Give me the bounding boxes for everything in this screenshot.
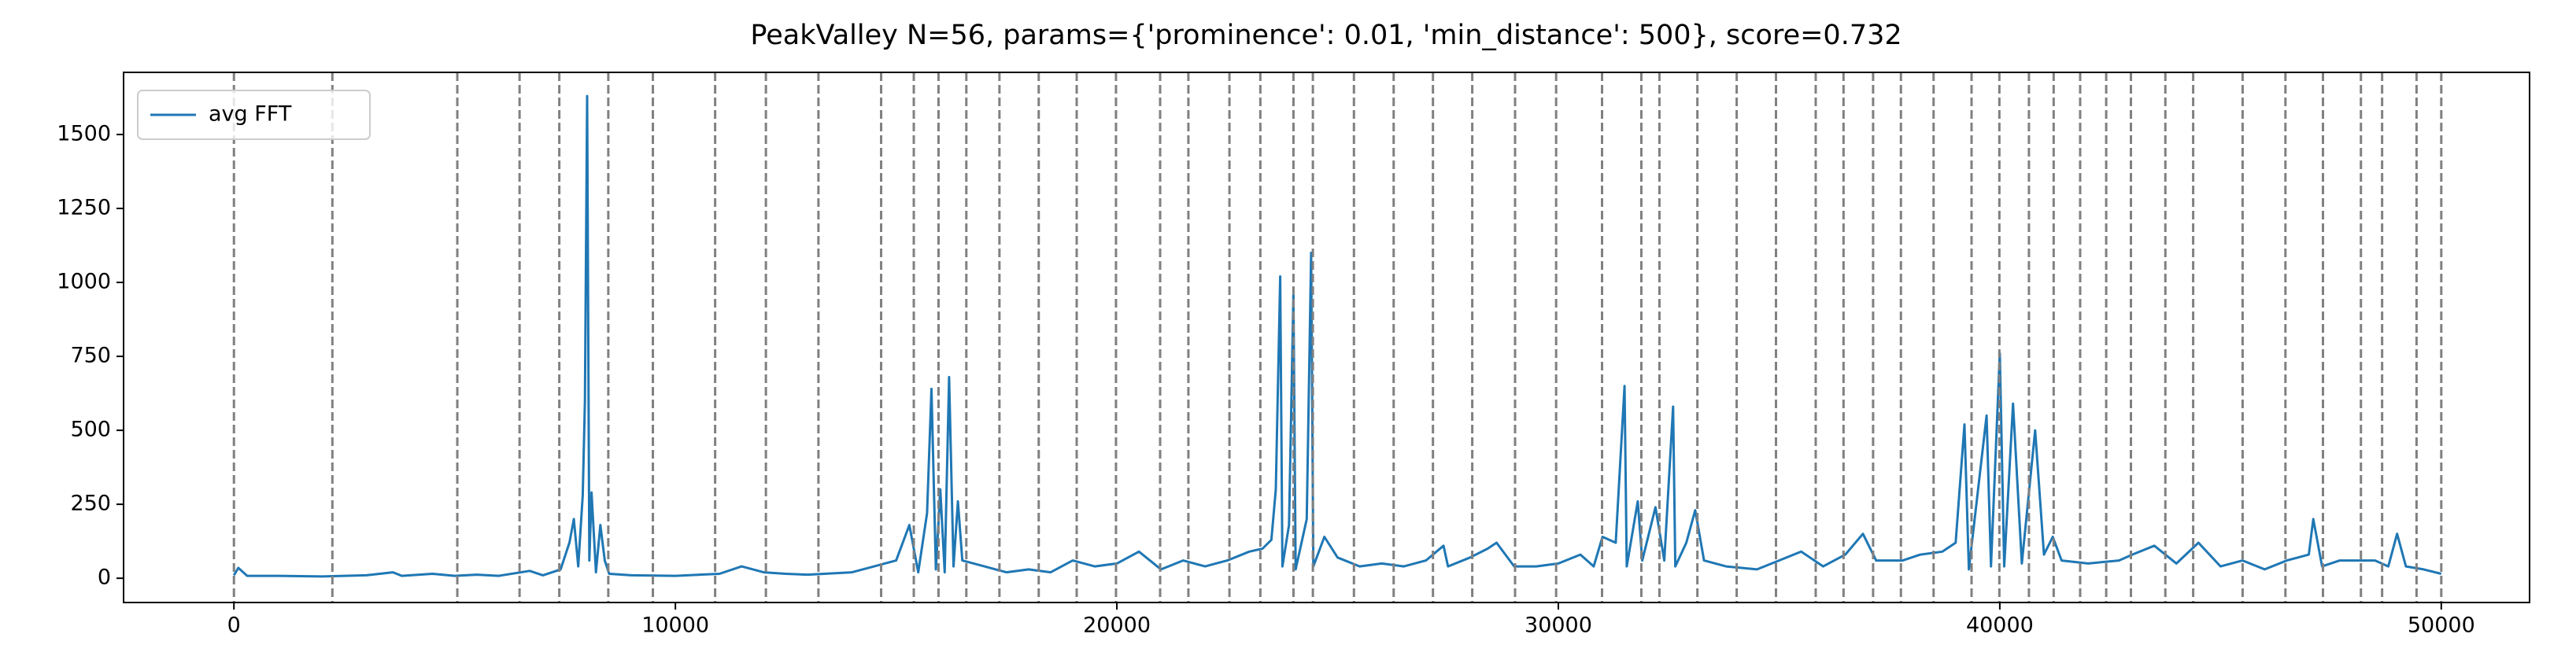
axes-frame [123,72,2530,603]
x-tick-label: 10000 [641,614,709,638]
y-tick-label: 500 [70,418,111,442]
y-tick-label: 250 [70,492,111,516]
legend-label: avg FFT [209,102,292,127]
x-tick-label: 50000 [2408,614,2475,638]
x-tick-label: 40000 [1966,614,2034,638]
data-line [232,94,2442,578]
x-tick-label: 0 [227,614,241,638]
y-tick-label: 1250 [57,196,111,220]
y-tick-label: 1000 [57,270,111,294]
chart-title: PeakValley N=56, params={'prominence': 0… [750,20,1902,51]
x-tick-label: 30000 [1525,614,1592,638]
legend-box [137,90,371,140]
x-tick-label: 20000 [1083,614,1151,638]
y-tick-label: 750 [70,344,111,368]
y-tick-label: 0 [98,566,111,590]
y-tick-label: 1500 [57,121,111,146]
